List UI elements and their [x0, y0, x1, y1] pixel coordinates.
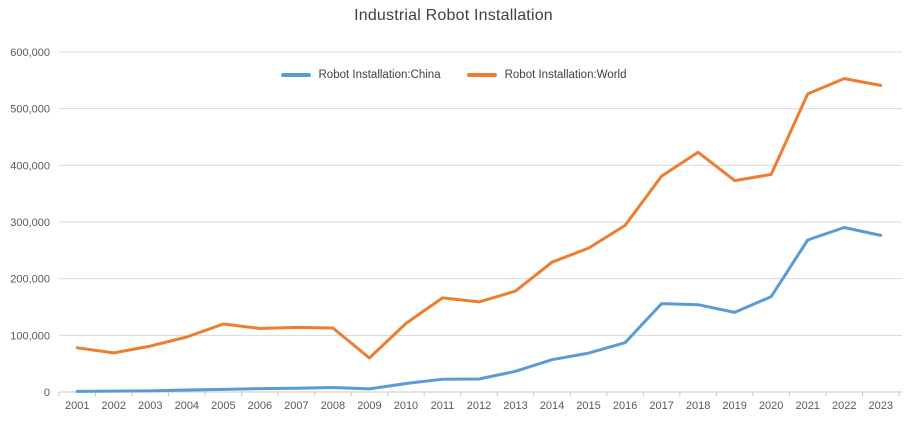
legend: Robot Installation:China Robot Installat…: [0, 69, 907, 81]
x-axis-tick-label: 2017: [649, 400, 673, 412]
x-axis-tick-label: 2008: [321, 400, 345, 412]
chart-title: Industrial Robot Installation: [354, 7, 553, 24]
x-axis-tick-label: 2020: [759, 400, 783, 412]
x-axis-tick-label: 2002: [102, 400, 126, 412]
legend-line-swatch-china: [280, 73, 311, 77]
series-line-world: [75, 77, 883, 360]
legend-label-china: Robot Installation:China: [318, 69, 441, 81]
y-axis-tick-label: 200,000: [10, 274, 50, 286]
x-axis-tick-label: 2021: [795, 400, 819, 412]
y-axis-tick-label: 300,000: [10, 217, 50, 229]
legend-item-china: Robot Installation:China: [280, 69, 441, 81]
x-axis-tick-label: 2012: [467, 400, 491, 412]
x-axis-tick-label: 2006: [248, 400, 272, 412]
y-axis-tick-label: 100,000: [10, 330, 50, 342]
x-axis-tick-label: 2011: [431, 400, 455, 412]
x-axis-tick-label: 2009: [357, 400, 381, 412]
y-axis-tick-label: 500,000: [10, 104, 50, 116]
legend-label-world: Robot Installation:World: [504, 69, 627, 81]
x-axis-tick-label: 2015: [576, 400, 600, 412]
x-axis-tick-label: 2003: [138, 400, 162, 412]
x-axis-tick-label: 2023: [868, 400, 892, 412]
x-axis-tick-label: 2010: [394, 400, 418, 412]
x-axis-tick-label: 2018: [686, 400, 710, 412]
x-axis-tick-label: 2013: [503, 400, 527, 412]
x-axis-tick-label: 2004: [175, 400, 199, 412]
x-axis-tick-label: 2016: [613, 400, 637, 412]
legend-line-swatch-world: [466, 73, 497, 77]
x-axis-tick-label: 2001: [65, 400, 89, 412]
y-axis-tick-label: 400,000: [10, 160, 50, 172]
legend-item-world: Robot Installation:World: [466, 69, 627, 81]
y-axis-tick-label: 0: [44, 387, 50, 399]
series-line-china: [75, 226, 883, 393]
y-axis-tick-label: 600,000: [10, 47, 50, 59]
x-axis-tick-label: 2019: [722, 400, 746, 412]
x-axis-tick-label: 2022: [832, 400, 856, 412]
x-axis-tick-label: 2014: [540, 400, 564, 412]
x-axis-tick-label: 2007: [284, 400, 308, 412]
x-axis-tick-label: 2005: [211, 400, 235, 412]
